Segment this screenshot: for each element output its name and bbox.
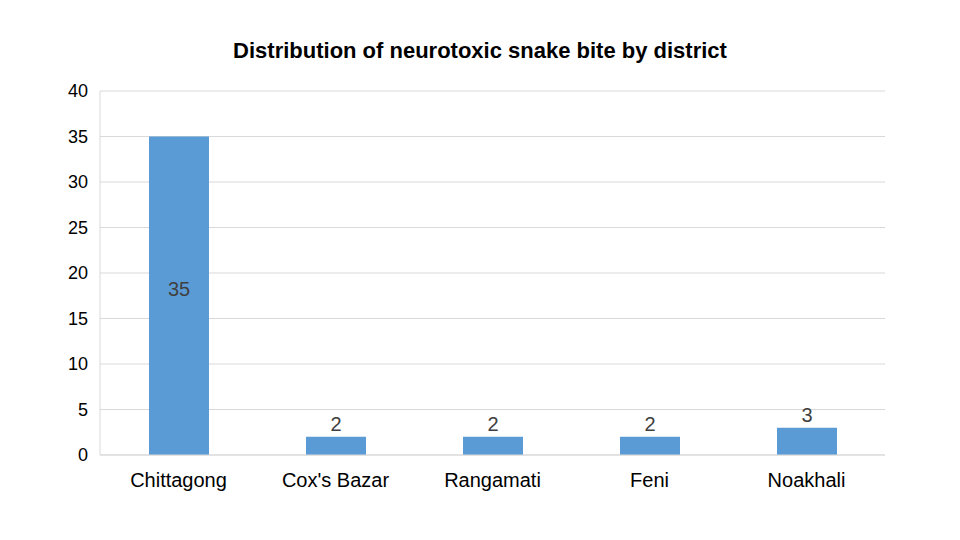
svg-text:Cox's Bazar: Cox's Bazar <box>282 469 390 491</box>
svg-text:Noakhali: Noakhali <box>768 469 846 491</box>
svg-text:30: 30 <box>68 172 88 192</box>
svg-text:35: 35 <box>168 278 190 300</box>
svg-text:2: 2 <box>644 413 655 435</box>
svg-text:3: 3 <box>801 404 812 426</box>
svg-text:25: 25 <box>68 218 88 238</box>
svg-text:Chittagong: Chittagong <box>130 469 227 491</box>
html-text:Distribution of neurotoxic sna: Distribution of neurotoxic snake bite by… <box>233 38 727 63</box>
svg-text:2: 2 <box>487 413 498 435</box>
svg-text:5: 5 <box>78 400 88 420</box>
svg-text:15: 15 <box>68 309 88 329</box>
svg-text:20: 20 <box>68 263 88 283</box>
svg-text:Rangamati: Rangamati <box>444 469 541 491</box>
svg-text:10: 10 <box>68 354 88 374</box>
svg-text:40: 40 <box>68 81 88 101</box>
svg-text:Feni: Feni <box>630 469 669 491</box>
svg-text:2: 2 <box>330 413 341 435</box>
svg-text:35: 35 <box>68 127 88 147</box>
svg-text:0: 0 <box>78 445 88 465</box>
